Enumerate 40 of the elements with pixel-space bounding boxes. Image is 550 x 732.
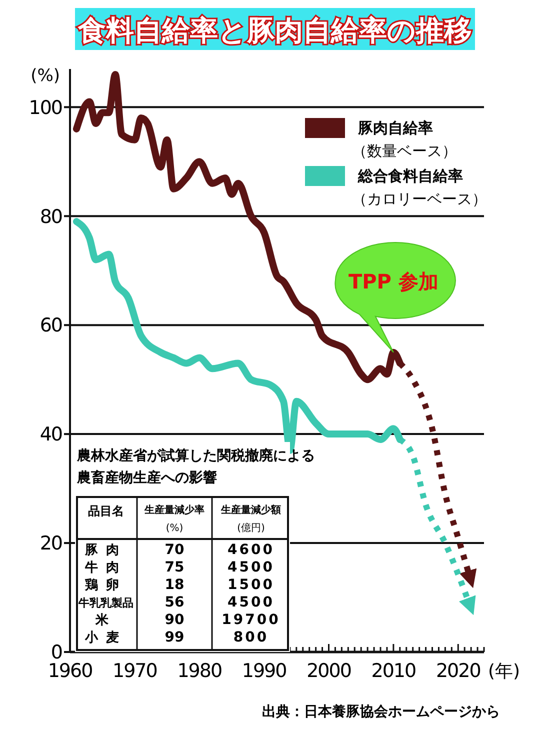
data-label: 4500 (228, 560, 274, 576)
y-tick-label: 40 (40, 424, 62, 446)
data-label: 56 (164, 594, 184, 610)
x-tick-label: 2000 (306, 660, 351, 682)
legend-label: 総合食料自給率（カロリーベース） (352, 167, 487, 208)
y-axis-title: (%) (30, 66, 60, 86)
data-label: 800 (233, 630, 269, 646)
chart-title: 食料自給率と豚肉自給率の推移 (77, 14, 472, 47)
y-tick-label: 20 (40, 532, 62, 555)
data-label: 70 (164, 542, 184, 558)
data-label: 4500 (228, 594, 274, 610)
y-tick-label: 60 (40, 314, 62, 337)
category-label: 豚肉 (84, 543, 127, 558)
y-tick-label: 80 (40, 206, 62, 228)
legend-label: 豚肉自給率（数量ベース） (352, 119, 457, 160)
text: 農林水産省が試算した関税撤廃による農畜産物生産への影響 (76, 447, 315, 486)
x-axis-title: (年) (488, 661, 520, 682)
category-label: 米 (94, 613, 116, 628)
data-label: 19700 (222, 612, 280, 628)
data-label: 18 (164, 577, 184, 593)
data-label: 99 (164, 630, 184, 646)
x-tick-label: 2020 (436, 660, 480, 682)
data-label: 4600 (228, 542, 274, 558)
annotation: TPP 参加 (348, 269, 438, 294)
category-label: 鶏卵 (84, 577, 127, 593)
y-tick-label: 100 (28, 96, 62, 119)
x-tick-label: 1980 (177, 660, 222, 682)
source-note: 出典：日本養豚協会ホームページから (262, 703, 500, 720)
x-tick-label: 1970 (112, 660, 157, 682)
category-label: 牛乳乳製品 (78, 596, 134, 610)
category-label: 小麦 (84, 630, 127, 646)
text: 品目名 (88, 504, 124, 518)
data-label: 90 (164, 612, 184, 628)
data-label: 1500 (228, 577, 274, 593)
data-label: 75 (164, 560, 184, 576)
series-label: 生産量減少率 (%) (144, 504, 204, 534)
category-label: 牛肉 (84, 560, 127, 576)
text: 生産量減少額 (億円) (220, 504, 281, 534)
x-tick-label: 2010 (371, 660, 416, 682)
x-tick-label: 1990 (242, 660, 286, 682)
